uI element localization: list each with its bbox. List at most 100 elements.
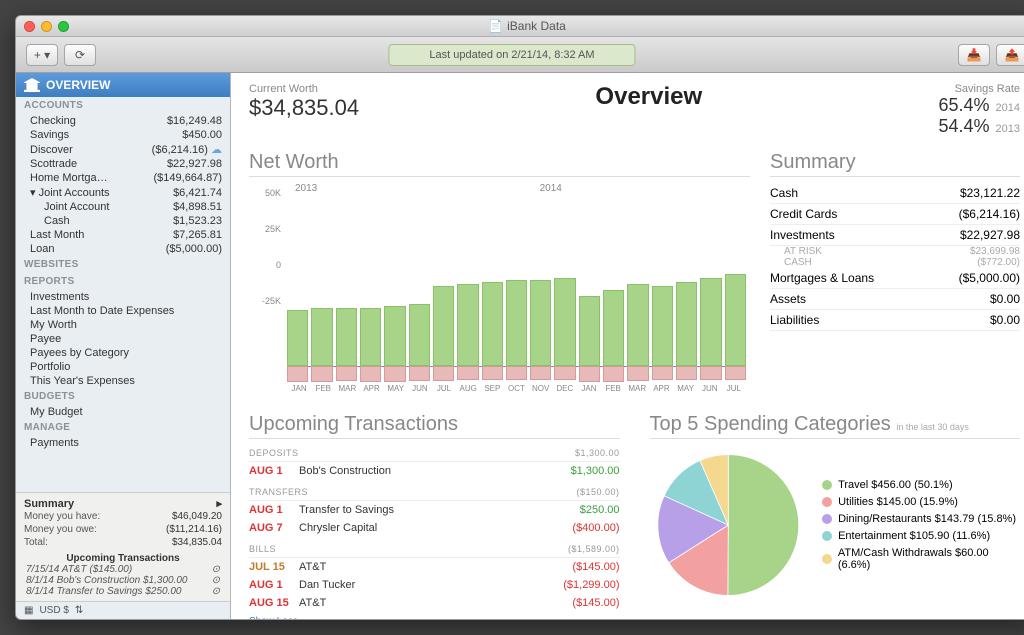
bar <box>336 197 357 366</box>
tx-row[interactable]: JUL 15AT&T($145.00) <box>249 558 620 576</box>
summary-row: Assets$0.00 <box>770 289 1020 310</box>
bar <box>311 197 332 366</box>
account-row[interactable]: Last Month$7,265.81 <box>16 228 230 242</box>
bar <box>579 197 600 366</box>
main-content: Current Worth $34,835.04 Overview Saving… <box>231 73 1024 619</box>
year1-label: 2013 <box>295 183 317 194</box>
pie-chart <box>650 445 807 605</box>
budget-item[interactable]: My Budget <box>16 405 230 419</box>
account-row[interactable]: Cash$1,523.23 <box>16 214 230 228</box>
report-item[interactable]: Payee <box>16 332 230 346</box>
minimize-icon[interactable] <box>41 21 52 32</box>
toolbar: + ▾ ⟳ Last updated on 2/21/14, 8:32 AM 📥… <box>16 37 1024 73</box>
bar <box>409 197 430 366</box>
tx-row[interactable]: AUG 1Bob's Construction$1,300.00 <box>249 462 620 480</box>
sidebar-summary: Summary ▸ Money you have:$46,049.20Money … <box>16 492 230 601</box>
summary-row: Total:$34,835.04 <box>24 536 222 549</box>
window-title-text: iBank Data <box>507 19 566 33</box>
inbox-button[interactable]: 📥 <box>958 44 990 66</box>
account-row[interactable]: Joint Account$4,898.51 <box>16 200 230 214</box>
account-row[interactable]: Discover($6,214.16) ☁ <box>16 142 230 157</box>
titlebar: 📄 iBank Data <box>16 16 1024 37</box>
account-row[interactable]: Savings$450.00 <box>16 128 230 142</box>
bar <box>676 197 697 366</box>
bar <box>627 197 648 366</box>
networth-title: Net Worth <box>249 151 750 177</box>
year2-label: 2014 <box>540 183 562 194</box>
savings-rate: Savings Rate 65.4%201454.4%2013 <box>938 83 1020 137</box>
current-worth-value: $34,835.04 <box>249 95 359 121</box>
app-window: 📄 iBank Data + ▾ ⟳ Last updated on 2/21/… <box>15 15 1024 620</box>
chevron-right-icon[interactable]: ▸ <box>216 497 222 510</box>
sidebar-footer: ▦ USD $ ⇅ <box>16 601 230 619</box>
account-row[interactable]: Home Mortga…($149,664.87) <box>16 171 230 185</box>
bank-icon <box>24 78 40 92</box>
bar <box>652 197 673 366</box>
tx-section: DEPOSITS$1,300.00 <box>249 445 620 462</box>
bar <box>603 197 624 366</box>
tx-section: BILLS($1,589.00) <box>249 541 620 558</box>
page-title: Overview <box>595 83 702 111</box>
report-item[interactable]: My Worth <box>16 318 230 332</box>
summary-row: Cash$23,121.22 <box>770 183 1020 204</box>
overview-header[interactable]: OVERVIEW <box>16 73 230 97</box>
traffic-lights <box>24 21 69 32</box>
currency-selector[interactable]: USD $ <box>39 605 68 616</box>
upcoming-tx-title: Upcoming Transactions <box>249 413 620 439</box>
tx-section: TRANSFERS($150.00) <box>249 484 620 501</box>
report-item[interactable]: Payees by Category <box>16 346 230 360</box>
summary-row: Money you have:$46,049.20 <box>24 510 222 523</box>
upcoming-row: 7/15/14 AT&T ($145.00)⊙ <box>24 564 222 575</box>
account-row[interactable]: Checking$16,249.48 <box>16 114 230 128</box>
summary-row: Credit Cards($6,214.16) <box>770 204 1020 225</box>
section-reports: REPORTS <box>16 273 230 290</box>
bar <box>506 197 527 366</box>
tx-row[interactable]: AUG 7Chrysler Capital($400.00) <box>249 519 620 537</box>
summary-title: Summary <box>24 498 74 510</box>
report-item[interactable]: This Year's Expenses <box>16 374 230 388</box>
manage-item[interactable]: Payments <box>16 436 230 450</box>
currency-chevron-icon: ⇅ <box>75 605 83 616</box>
tx-row[interactable]: AUG 1Transfer to Savings$250.00 <box>249 501 620 519</box>
overview-label: OVERVIEW <box>46 78 110 92</box>
section-manage: MANAGE <box>16 419 230 436</box>
legend-row: ATM/Cash Withdrawals $60.00 (6.6%) <box>822 547 1020 571</box>
show-less-link[interactable]: Show Less… <box>249 612 620 619</box>
summary-col-title: Summary <box>770 151 1020 177</box>
summary-row: Liabilities$0.00 <box>770 310 1020 331</box>
account-row[interactable]: Loan($5,000.00) <box>16 242 230 256</box>
bar <box>384 197 405 366</box>
summary-row: Money you owe:($11,214.16) <box>24 523 222 536</box>
bar <box>700 197 721 366</box>
tx-row[interactable]: AUG 1Dan Tucker($1,299.00) <box>249 576 620 594</box>
account-row[interactable]: Scottrade$22,927.98 <box>16 157 230 171</box>
bar <box>554 197 575 366</box>
close-icon[interactable] <box>24 21 35 32</box>
zoom-icon[interactable] <box>58 21 69 32</box>
tx-row[interactable]: AUG 15AT&T($145.00) <box>249 594 620 612</box>
sidebar: OVERVIEW ACCOUNTS Checking$16,249.48Savi… <box>16 73 231 619</box>
bar <box>482 197 503 366</box>
upcoming-title: Upcoming Transactions <box>24 553 222 564</box>
bar <box>433 197 454 366</box>
report-item[interactable]: Portfolio <box>16 360 230 374</box>
export-button[interactable]: 📤 <box>996 44 1024 66</box>
legend-row: Travel $456.00 (50.1%) <box>822 479 1020 491</box>
bar <box>287 197 308 366</box>
account-row[interactable]: ▾ Joint Accounts$6,421.74 <box>16 185 230 200</box>
networth-chart: 50K25K0-25K 2013 2014 JANFEBMARAPRMAYJUN… <box>249 183 750 393</box>
refresh-button[interactable]: ⟳ <box>64 44 96 66</box>
settings-icon[interactable]: ▦ <box>24 605 33 616</box>
report-item[interactable]: Investments <box>16 290 230 304</box>
savings-rate-label: Savings Rate <box>938 83 1020 95</box>
summary-row: CASH($772.00) <box>770 257 1020 268</box>
top5-note: in the last 30 days <box>896 422 969 432</box>
report-item[interactable]: Last Month to Date Expenses <box>16 304 230 318</box>
current-worth-label: Current Worth <box>249 83 359 95</box>
doc-icon: 📄 <box>488 19 503 33</box>
section-budgets: BUDGETS <box>16 388 230 405</box>
add-button[interactable]: + ▾ <box>26 44 58 66</box>
legend-row: Utilities $145.00 (15.9%) <box>822 496 1020 508</box>
window-title: 📄 iBank Data <box>488 19 566 33</box>
bar <box>725 197 746 366</box>
